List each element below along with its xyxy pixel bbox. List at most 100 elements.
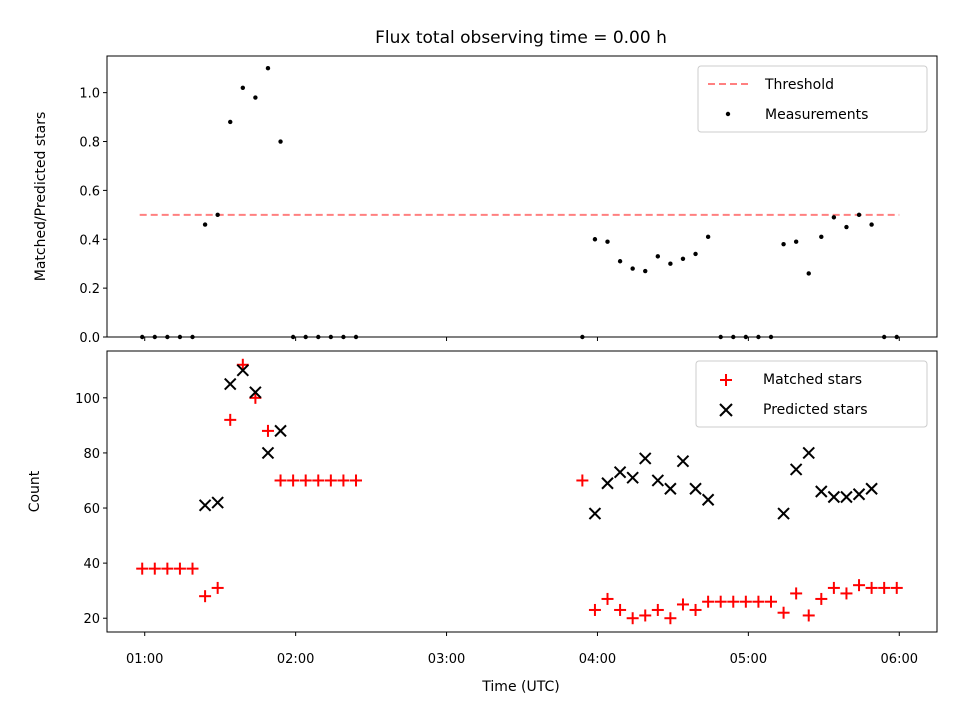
matched-point (752, 595, 765, 608)
matched-point (211, 581, 224, 594)
matched-point (299, 474, 312, 487)
series-matched-stars (136, 358, 903, 625)
predicted-point-b (211, 496, 224, 509)
predicted-point-b (676, 454, 690, 468)
matched-point (614, 603, 627, 616)
measurement-point (643, 268, 648, 274)
predicted-point (689, 482, 702, 495)
predicted-point-b (198, 499, 212, 512)
x-axis-label: Time (UTC) (481, 679, 559, 695)
count-axes: 20 40 60 80 100 01:00 02:00 03:00 04:00 05:00 06:… (27, 350, 938, 695)
predicted-point (676, 454, 690, 468)
predicted-point-b (588, 507, 602, 520)
measurement-point (265, 66, 271, 71)
predicted-point-b (840, 490, 853, 504)
y-tick-label: 20 (83, 612, 100, 627)
matched-point (312, 474, 325, 487)
legend-matched-marker (720, 374, 732, 386)
matched-point (199, 590, 212, 603)
measurement-point (202, 222, 208, 227)
y-tick-label: 80 (83, 447, 100, 462)
matched-point (601, 592, 614, 605)
matched-point (186, 562, 199, 575)
y-tick-label: 1.0 (79, 87, 100, 102)
measurement-point (819, 234, 824, 240)
matched-point (626, 612, 639, 625)
measurement-point (680, 256, 686, 262)
predicted-point (815, 485, 828, 498)
x-tick-label: 02:00 (277, 652, 314, 667)
matched-point (853, 579, 866, 592)
predicted-point-b (639, 452, 652, 465)
matched-point (148, 562, 161, 575)
predicted-point-b (651, 474, 665, 487)
ratio-y-label: Matched/Predicted stars (33, 112, 49, 282)
matched-point (727, 595, 740, 608)
matched-point (639, 609, 652, 622)
measurement-point (617, 259, 623, 264)
predicted-point-b (236, 364, 250, 377)
matched-point (249, 391, 262, 404)
y-tick-label: 60 (83, 502, 100, 517)
predicted-point (261, 446, 275, 460)
predicted-point (224, 377, 237, 391)
ratio-legend-frame (697, 65, 928, 133)
matched-point (714, 595, 727, 608)
matched-point (161, 562, 174, 575)
legend-predicted-marker (719, 403, 733, 417)
y-tick-label: 0.4 (79, 233, 100, 248)
matched-point (287, 474, 300, 487)
matched-point (765, 595, 777, 608)
measurement-point (831, 215, 837, 220)
measurement-point (856, 212, 862, 218)
predicted-point-b (274, 424, 287, 438)
series-predicted-stars (198, 364, 878, 520)
count-x-ticks: 01:00 02:00 03:00 04:00 05:00 06:00 (126, 632, 918, 667)
predicted-point (613, 466, 627, 479)
predicted-point-b (827, 490, 841, 504)
predicted-point-b (224, 377, 237, 391)
matched-point (324, 474, 337, 487)
ratio-axes: 0.0 0.2 0.4 0.6 0.8 1.0 Matched/Predicted sta… (33, 55, 938, 346)
measurement-point (228, 119, 233, 125)
predicted-point-b (865, 482, 878, 495)
predicted-point (827, 490, 841, 504)
matched-point (827, 581, 840, 594)
ratio-y-ticks: 0.0 0.2 0.4 0.6 0.8 1.0 (79, 87, 107, 346)
matched-point (274, 474, 287, 487)
matched-point (890, 581, 903, 594)
measurement-point (668, 261, 673, 266)
measurement-point (215, 212, 220, 218)
measurement-point (869, 222, 874, 227)
predicted-point-b (789, 463, 803, 476)
predicted-point (601, 477, 614, 490)
measurement-point (240, 85, 246, 90)
count-y-label: Count (27, 470, 43, 512)
predicted-point-b (852, 488, 866, 501)
ratio-x-ticks (144, 337, 900, 341)
x-tick-label: 05:00 (730, 652, 767, 667)
matched-point (702, 595, 715, 608)
y-tick-label: 0.2 (79, 282, 100, 297)
measurement-point (693, 251, 698, 257)
predicted-point-b (777, 507, 790, 520)
predicted-point (664, 482, 677, 495)
y-tick-label: 0.8 (79, 136, 100, 151)
predicted-point (802, 446, 815, 460)
matched-point (350, 474, 362, 487)
count-legend-frame (695, 360, 928, 428)
measurement-point (655, 254, 661, 259)
matched-point (815, 592, 828, 605)
predicted-point (211, 496, 224, 509)
y-tick-label: 0.0 (79, 331, 100, 346)
measurement-point (793, 239, 799, 244)
matched-point (651, 603, 664, 616)
matched-point (802, 609, 815, 622)
legend-predicted-label: Predicted stars (763, 402, 868, 418)
measurement-point (278, 139, 283, 144)
predicted-point-b (613, 466, 627, 479)
y-tick-label: 40 (83, 557, 100, 572)
predicted-point-b (802, 446, 815, 460)
predicted-point (865, 482, 878, 495)
